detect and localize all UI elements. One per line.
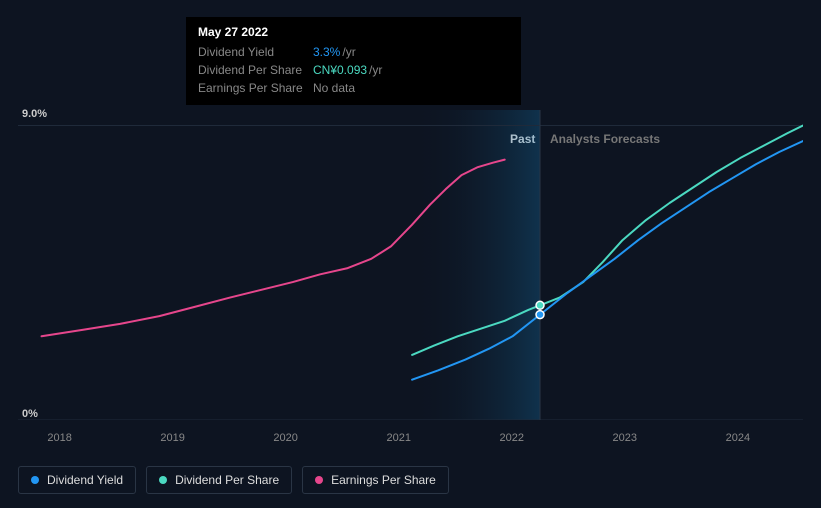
tooltip-row: Earnings Per ShareNo data (198, 79, 509, 97)
hover-marker (536, 311, 544, 319)
legend-dot-icon (31, 476, 39, 484)
tooltip-row-value: CN¥0.093 (313, 63, 367, 77)
x-axis-tick: 2021 (386, 432, 410, 444)
legend-label: Dividend Yield (47, 473, 123, 487)
tooltip-row: Dividend Per ShareCN¥0.093/yr (198, 61, 509, 79)
chart-plot (18, 110, 803, 420)
tooltip-date: May 27 2022 (198, 25, 509, 39)
x-axis-tick: 2018 (47, 432, 71, 444)
tooltip-row-label: Dividend Yield (198, 45, 313, 59)
x-axis-tick: 2022 (500, 432, 524, 444)
tooltip-row-value: 3.3% (313, 45, 340, 59)
chart-legend: Dividend Yield Dividend Per Share Earnings… (18, 466, 449, 494)
tooltip-row-suffix: /yr (369, 63, 382, 77)
tooltip-row-label: Earnings Per Share (198, 81, 313, 95)
tooltip-row: Dividend Yield3.3%/yr (198, 43, 509, 61)
x-axis-tick: 2024 (726, 432, 750, 444)
legend-item[interactable]: Earnings Per Share (302, 466, 449, 494)
x-axis-tick: 2020 (273, 432, 297, 444)
x-axis-tick: 2019 (160, 432, 184, 444)
hover-marker (536, 301, 544, 309)
legend-label: Earnings Per Share (331, 473, 436, 487)
legend-dot-icon (159, 476, 167, 484)
tooltip-row-suffix: /yr (342, 45, 355, 59)
legend-label: Dividend Per Share (175, 473, 279, 487)
tooltip-row-value: No data (313, 81, 355, 95)
legend-item[interactable]: Dividend Yield (18, 466, 136, 494)
tooltip-row-label: Dividend Per Share (198, 63, 313, 77)
legend-item[interactable]: Dividend Per Share (146, 466, 292, 494)
x-axis: 2018 2019 2020 2021 2022 2023 2024 (0, 432, 821, 452)
x-axis-tick: 2023 (613, 432, 637, 444)
legend-dot-icon (315, 476, 323, 484)
chart-tooltip: May 27 2022 Dividend Yield3.3%/yrDividen… (186, 17, 521, 105)
